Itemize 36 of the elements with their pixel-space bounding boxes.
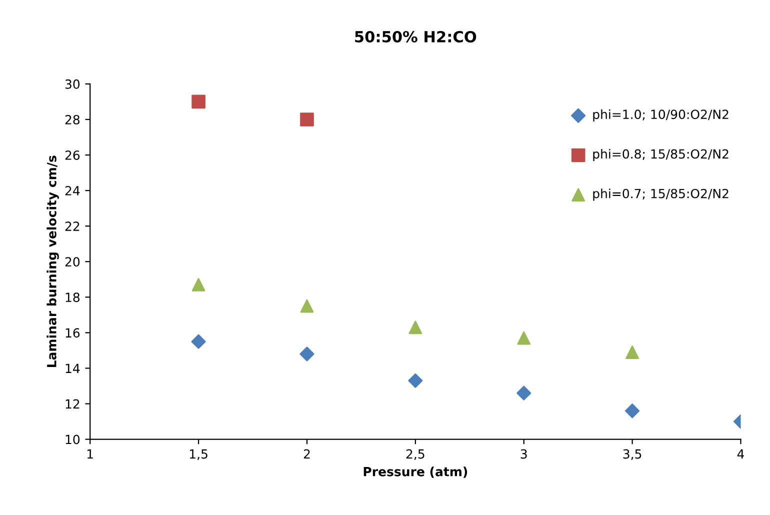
point <box>300 112 314 126</box>
y-tick-label: 26 <box>65 150 80 160</box>
point <box>625 404 640 418</box>
y-tick-label: 16 <box>66 328 80 338</box>
x-tick-label: 4 <box>737 449 744 459</box>
point <box>408 373 423 388</box>
y-tick-label: 10 <box>66 434 80 444</box>
point <box>191 334 206 349</box>
x-tick-label: 3,5 <box>623 449 642 460</box>
y-tick-label: 30 <box>65 79 80 89</box>
x-tick-label: 2,5 <box>406 449 424 460</box>
y-axis-title: Laminar burning velocity cm/s <box>46 156 59 368</box>
x-axis-title: Pressure (atm) <box>364 466 468 478</box>
point <box>626 346 640 359</box>
point <box>192 278 206 292</box>
y-tick-label: 28 <box>65 114 80 124</box>
y-tick-label: 24 <box>65 186 80 196</box>
y-tick-label: 20 <box>65 257 80 267</box>
y-tick-label: 14 <box>66 364 80 373</box>
x-tick-label: 1,5 <box>190 449 208 460</box>
point <box>300 299 314 313</box>
x-tick-label: 2 <box>304 449 310 459</box>
y-tick-label: 22 <box>65 222 80 231</box>
y-tick-label: 18 <box>66 292 80 302</box>
legend-label: phi=1.0; 10/90:O2/N2 <box>593 109 728 122</box>
x-tick-label: 3 <box>520 449 527 459</box>
point <box>516 386 532 400</box>
y-tick-label: 12 <box>66 399 80 409</box>
x-tick-label: 1 <box>87 449 93 459</box>
point <box>192 94 206 109</box>
legend-label: phi=0.7; 15/85:O2/N2 <box>593 188 728 201</box>
point <box>300 346 314 362</box>
point <box>408 320 422 334</box>
point <box>517 331 531 345</box>
chart-title: 50:50% H2:CO <box>355 30 476 42</box>
legend-label: phi=0.8; 15/85:O2/N2 <box>593 149 728 162</box>
